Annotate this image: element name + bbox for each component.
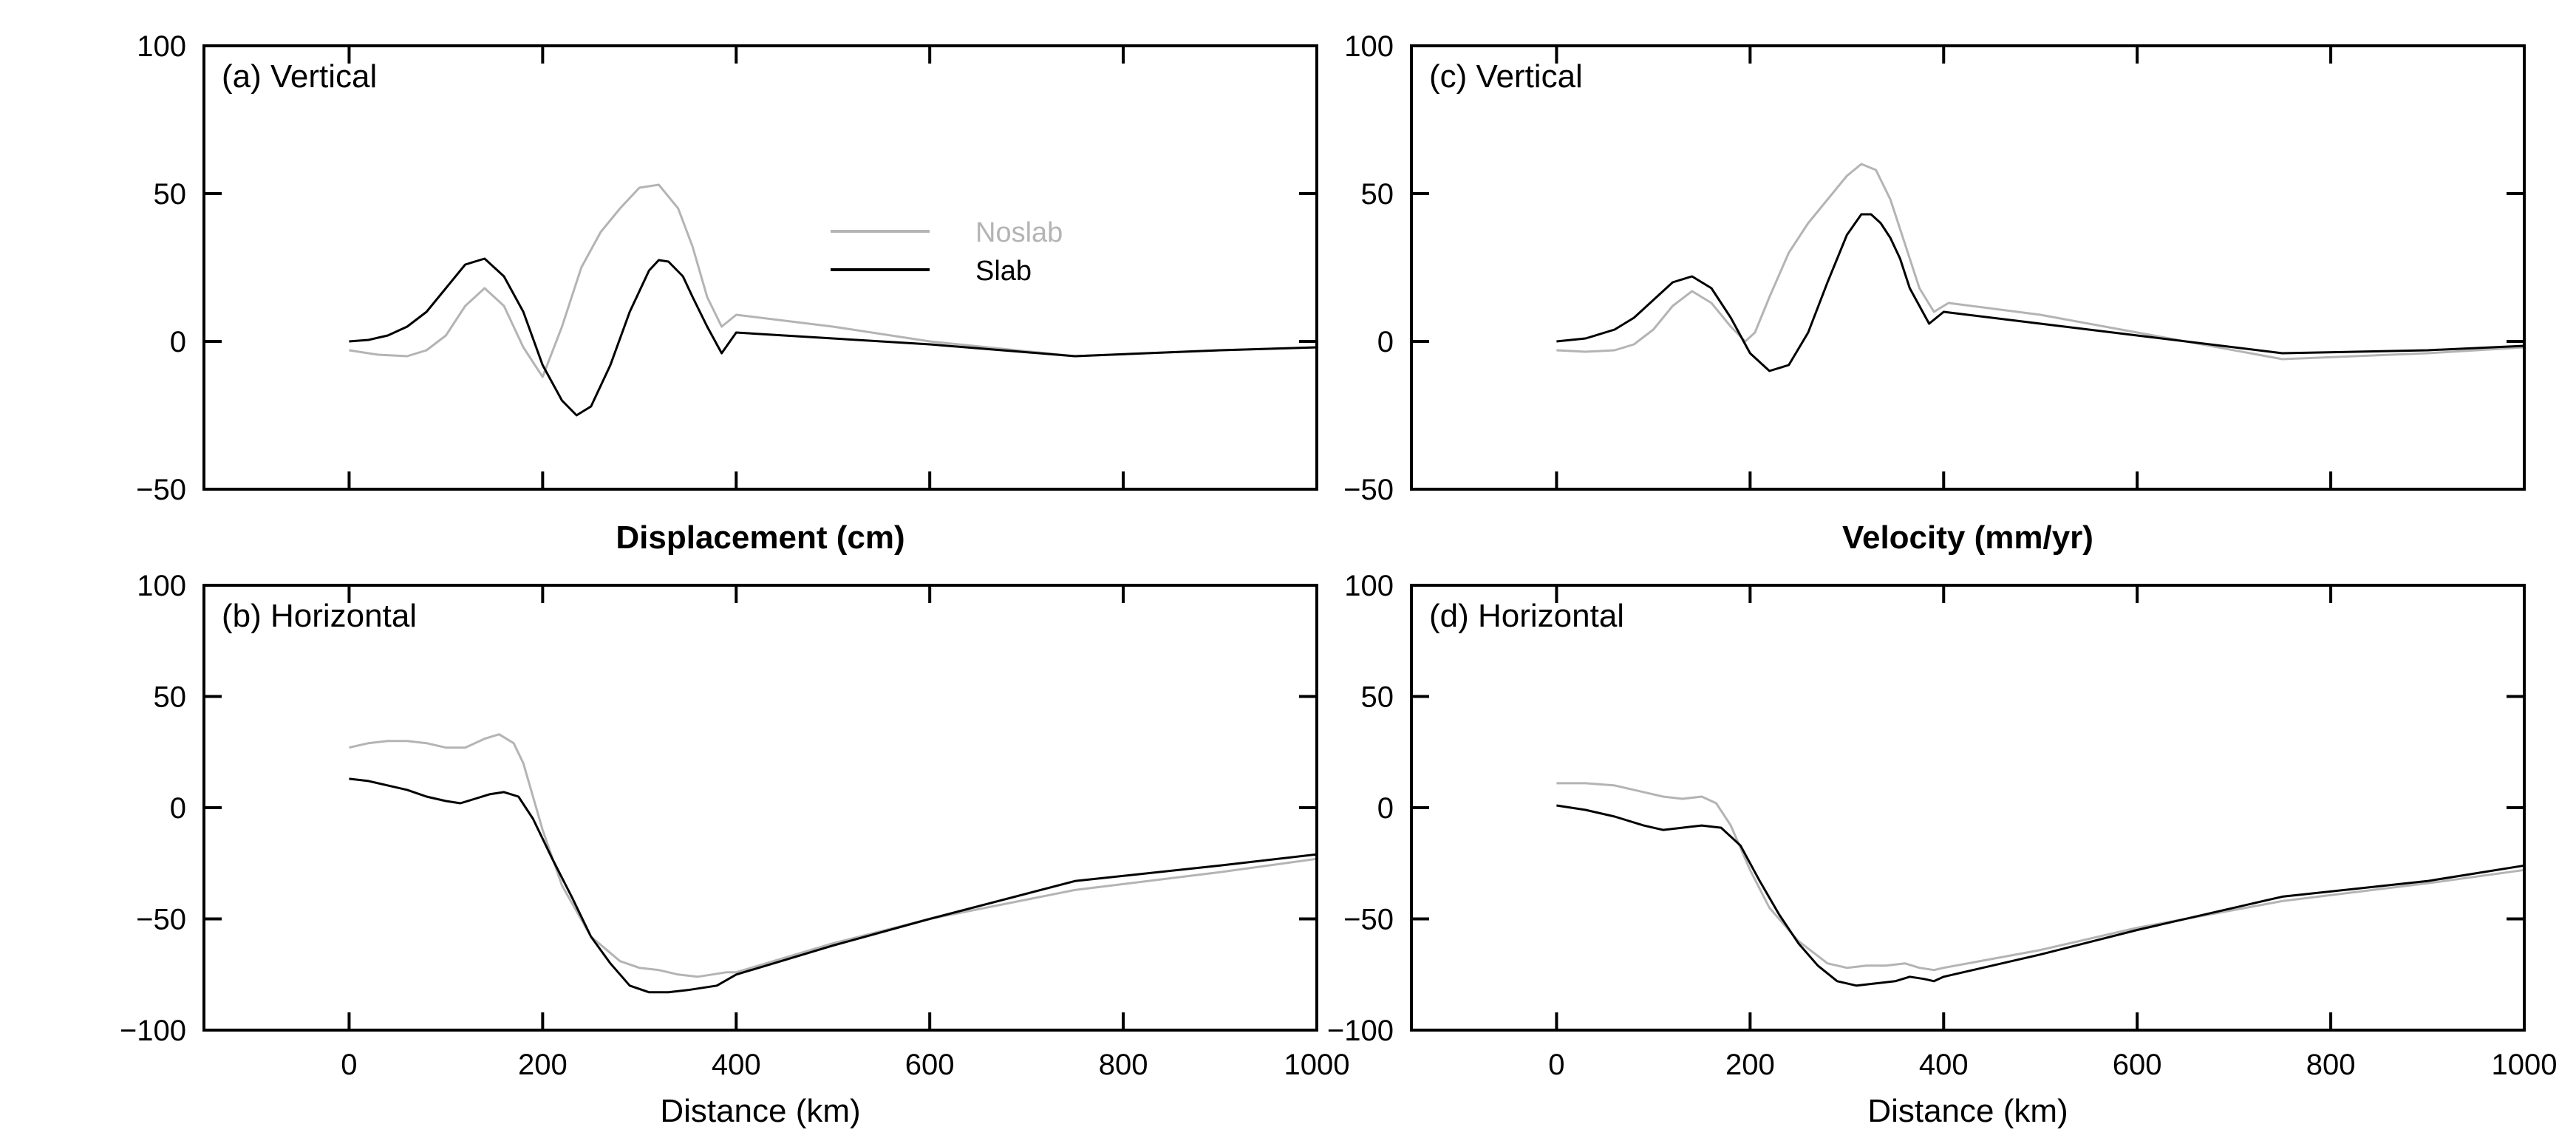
x-axis-label: Distance (km) (1867, 1093, 2068, 1129)
quantity-title-displacement: Displacement (cm) (616, 519, 904, 556)
x-tick-label: 200 (1725, 1049, 1775, 1081)
x-tick-label: 1000 (1284, 1049, 1350, 1081)
y-tick-label: −50 (136, 474, 186, 506)
x-tick-label: 600 (905, 1049, 955, 1081)
x-tick-label: 200 (518, 1049, 568, 1081)
y-tick-label: −50 (136, 904, 186, 936)
quantity-title-velocity: Velocity (mm/yr) (1842, 519, 2093, 556)
x-tick-label: 600 (2113, 1049, 2162, 1081)
x-tick-label: 0 (341, 1049, 357, 1081)
legend-label-slab: Slab (975, 256, 1032, 287)
x-tick-label: 1000 (2492, 1049, 2558, 1081)
y-tick-label: 50 (154, 178, 187, 211)
y-tick-label: −100 (120, 1015, 186, 1047)
series-line-slab (1556, 213, 2525, 372)
series-line-slab (349, 257, 1318, 417)
y-tick-label: 0 (1377, 326, 1394, 358)
y-tick-label: 50 (1361, 681, 1394, 714)
x-tick-label: 800 (2306, 1049, 2356, 1081)
panel-c: −50 0 50 100 (c) Vertical (1343, 30, 2526, 506)
y-tick-label: −50 (1343, 904, 1394, 936)
series-line-noslab (1556, 782, 2525, 972)
y-tick-label: 100 (1344, 570, 1394, 602)
x-tick-label: 0 (1548, 1049, 1564, 1081)
y-tick-label: 50 (154, 681, 187, 714)
y-tick-label: 50 (1361, 178, 1394, 211)
series-line-noslab (349, 183, 1318, 378)
y-tick-label: 100 (137, 30, 186, 63)
x-tick-label: 400 (712, 1049, 761, 1081)
plot-frame (202, 44, 1318, 491)
x-tick-label: 400 (1919, 1049, 1969, 1081)
panel-b: 0 200 400 600 800 1000 −100 −50 0 50 100 (b) Horizo… (120, 570, 1350, 1129)
legend: Noslab Slab (831, 217, 1063, 287)
legend-label-noslab: Noslab (975, 217, 1063, 248)
series-line-noslab (1556, 163, 2525, 361)
panel-label: (c) Vertical (1429, 58, 1583, 95)
panel-a: −50 0 50 100 (a) Vertical (136, 30, 1318, 506)
panel-label: (d) Horizontal (1429, 598, 1624, 634)
y-tick-label: 100 (137, 570, 186, 602)
panel-d: 0 200 400 600 800 1000 −100 −50 0 50 100 (d) Horizo… (1327, 570, 2558, 1129)
plot-frame (202, 584, 1318, 1032)
x-tick-label: 800 (1099, 1049, 1148, 1081)
y-tick-label: −50 (1343, 474, 1394, 506)
y-tick-label: 0 (170, 792, 186, 825)
y-tick-label: 0 (170, 326, 186, 358)
x-axis-label: Distance (km) (660, 1093, 860, 1129)
panel-label: (b) Horizontal (222, 598, 417, 634)
y-tick-label: −100 (1327, 1015, 1394, 1047)
y-tick-label: 100 (1344, 30, 1394, 63)
series-line-slab (1556, 804, 2525, 987)
series-line-noslab (349, 733, 1318, 978)
panel-label: (a) Vertical (222, 58, 377, 95)
series-line-slab (349, 777, 1318, 994)
plot-frame (1410, 44, 2526, 491)
y-tick-label: 0 (1377, 792, 1394, 825)
